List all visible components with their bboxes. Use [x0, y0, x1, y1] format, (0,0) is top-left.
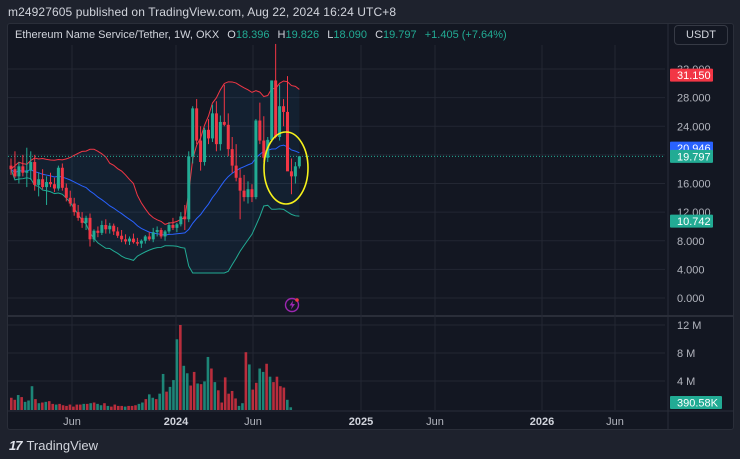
open-value: 18.396: [235, 29, 270, 41]
publish-info: m24927605 published on TradingView.com, …: [8, 5, 397, 19]
tradingview-logo-icon: 17: [9, 438, 23, 453]
svg-text:31.150: 31.150: [677, 70, 711, 82]
alert-lightning-icon[interactable]: [284, 297, 300, 313]
bb-upper-line: [10, 80, 300, 225]
close-value: 19.797: [383, 29, 417, 41]
svg-text:10.742: 10.742: [677, 216, 711, 228]
volume-tick: 12 M: [677, 320, 701, 332]
open-label: O: [227, 29, 236, 41]
time-tick: 2025: [349, 416, 373, 428]
symbol-title[interactable]: Ethereum Name Service/Tether, 1W, OKX: [15, 29, 220, 41]
brand-name: TradingView: [26, 438, 99, 453]
low-label: L: [327, 29, 334, 41]
time-tick: Jun: [606, 416, 624, 428]
price-tick: 28.000: [677, 93, 711, 105]
svg-text:390.58K: 390.58K: [677, 398, 719, 410]
time-tick: Jun: [63, 416, 81, 428]
volume-tick: 4 M: [677, 376, 695, 388]
price-tick: 16.000: [677, 179, 711, 191]
close-label: C: [375, 29, 384, 41]
price-tick: 24.000: [677, 121, 711, 133]
high-value: 19.826: [285, 29, 320, 41]
time-tick: Jun: [426, 416, 444, 428]
volume-bars: [10, 325, 293, 410]
time-tick: 2024: [164, 416, 189, 428]
bb-lower-line: [10, 169, 300, 274]
low-value: 18.090: [333, 29, 367, 41]
change-value: +1.405 (+7.64%): [424, 29, 507, 41]
chart-frame: [7, 23, 734, 430]
price-badge-bb-lower: 10.742: [670, 214, 713, 228]
high-label: H: [277, 29, 286, 41]
price-badge-bb-upper: 31.150: [670, 68, 713, 82]
time-tick: 2026: [530, 416, 554, 428]
price-tick: 0.000: [677, 293, 705, 305]
price-badge-last-price: 19.797: [670, 149, 713, 163]
currency-button[interactable]: USDT: [674, 25, 728, 45]
tradingview-logo[interactable]: 17 TradingView: [9, 438, 98, 453]
volume-badge: 390.58K: [670, 396, 722, 410]
price-tick: 4.000: [677, 264, 705, 276]
highlight-ellipse: [263, 131, 309, 205]
volume-tick: 8 M: [677, 348, 695, 360]
symbol-legend: Ethereum Name Service/Tether, 1W, OKX O1…: [15, 29, 507, 41]
price-tick: 8.000: [677, 236, 705, 248]
time-tick: Jun: [244, 416, 262, 428]
svg-text:19.797: 19.797: [677, 151, 711, 163]
